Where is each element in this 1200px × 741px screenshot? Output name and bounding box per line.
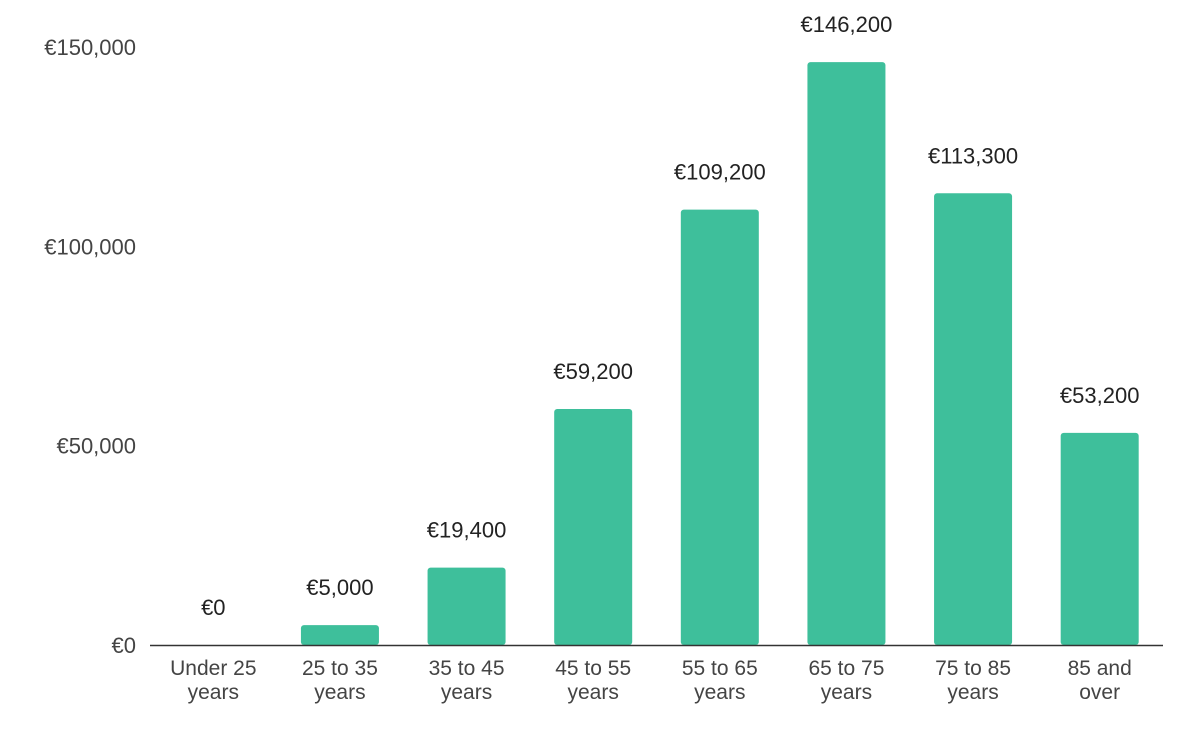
x-axis-category-labels: Under 25 years 25 to 35 years 35 to 45 years 4… <box>170 657 1132 704</box>
y-tick-label: €150,000 <box>44 35 136 60</box>
bar <box>680 209 759 645</box>
bar <box>427 567 506 645</box>
bar <box>554 408 633 645</box>
data-labels: €0 €5,000 €19,400 €59,200 €109,200 €146,200 €1… <box>201 12 1139 620</box>
x-tick-label: 85 and over <box>1068 657 1132 704</box>
x-tick-label: 25 to 35 years <box>302 657 378 704</box>
data-label: €0 <box>201 595 225 620</box>
data-label: €109,200 <box>674 160 766 185</box>
data-label: €19,400 <box>427 518 507 543</box>
x-tick-label: Under 25 years <box>170 657 256 704</box>
bars <box>300 62 1139 645</box>
data-label: €59,200 <box>553 359 633 384</box>
x-tick-label: 35 to 45 years <box>429 657 505 704</box>
y-axis-ticks: €0 €50,000 €100,000 €150,000 <box>44 35 136 658</box>
data-label: €53,200 <box>1060 383 1140 408</box>
data-label: €113,300 <box>928 143 1018 168</box>
x-tick-label: 75 to 85 years <box>935 657 1011 704</box>
bar <box>300 625 379 645</box>
y-tick-label: €100,000 <box>44 234 136 259</box>
bar <box>934 193 1013 645</box>
y-tick-label: €50,000 <box>56 434 136 459</box>
x-tick-label: 65 to 75 years <box>808 657 884 704</box>
bar <box>807 62 886 645</box>
data-label: €5,000 <box>306 575 373 600</box>
y-tick-label: €0 <box>112 633 136 658</box>
x-tick-label: 45 to 55 years <box>555 657 631 704</box>
x-tick-label: 55 to 65 years <box>682 657 758 704</box>
bar <box>1060 432 1139 645</box>
data-label: €146,200 <box>801 12 893 37</box>
